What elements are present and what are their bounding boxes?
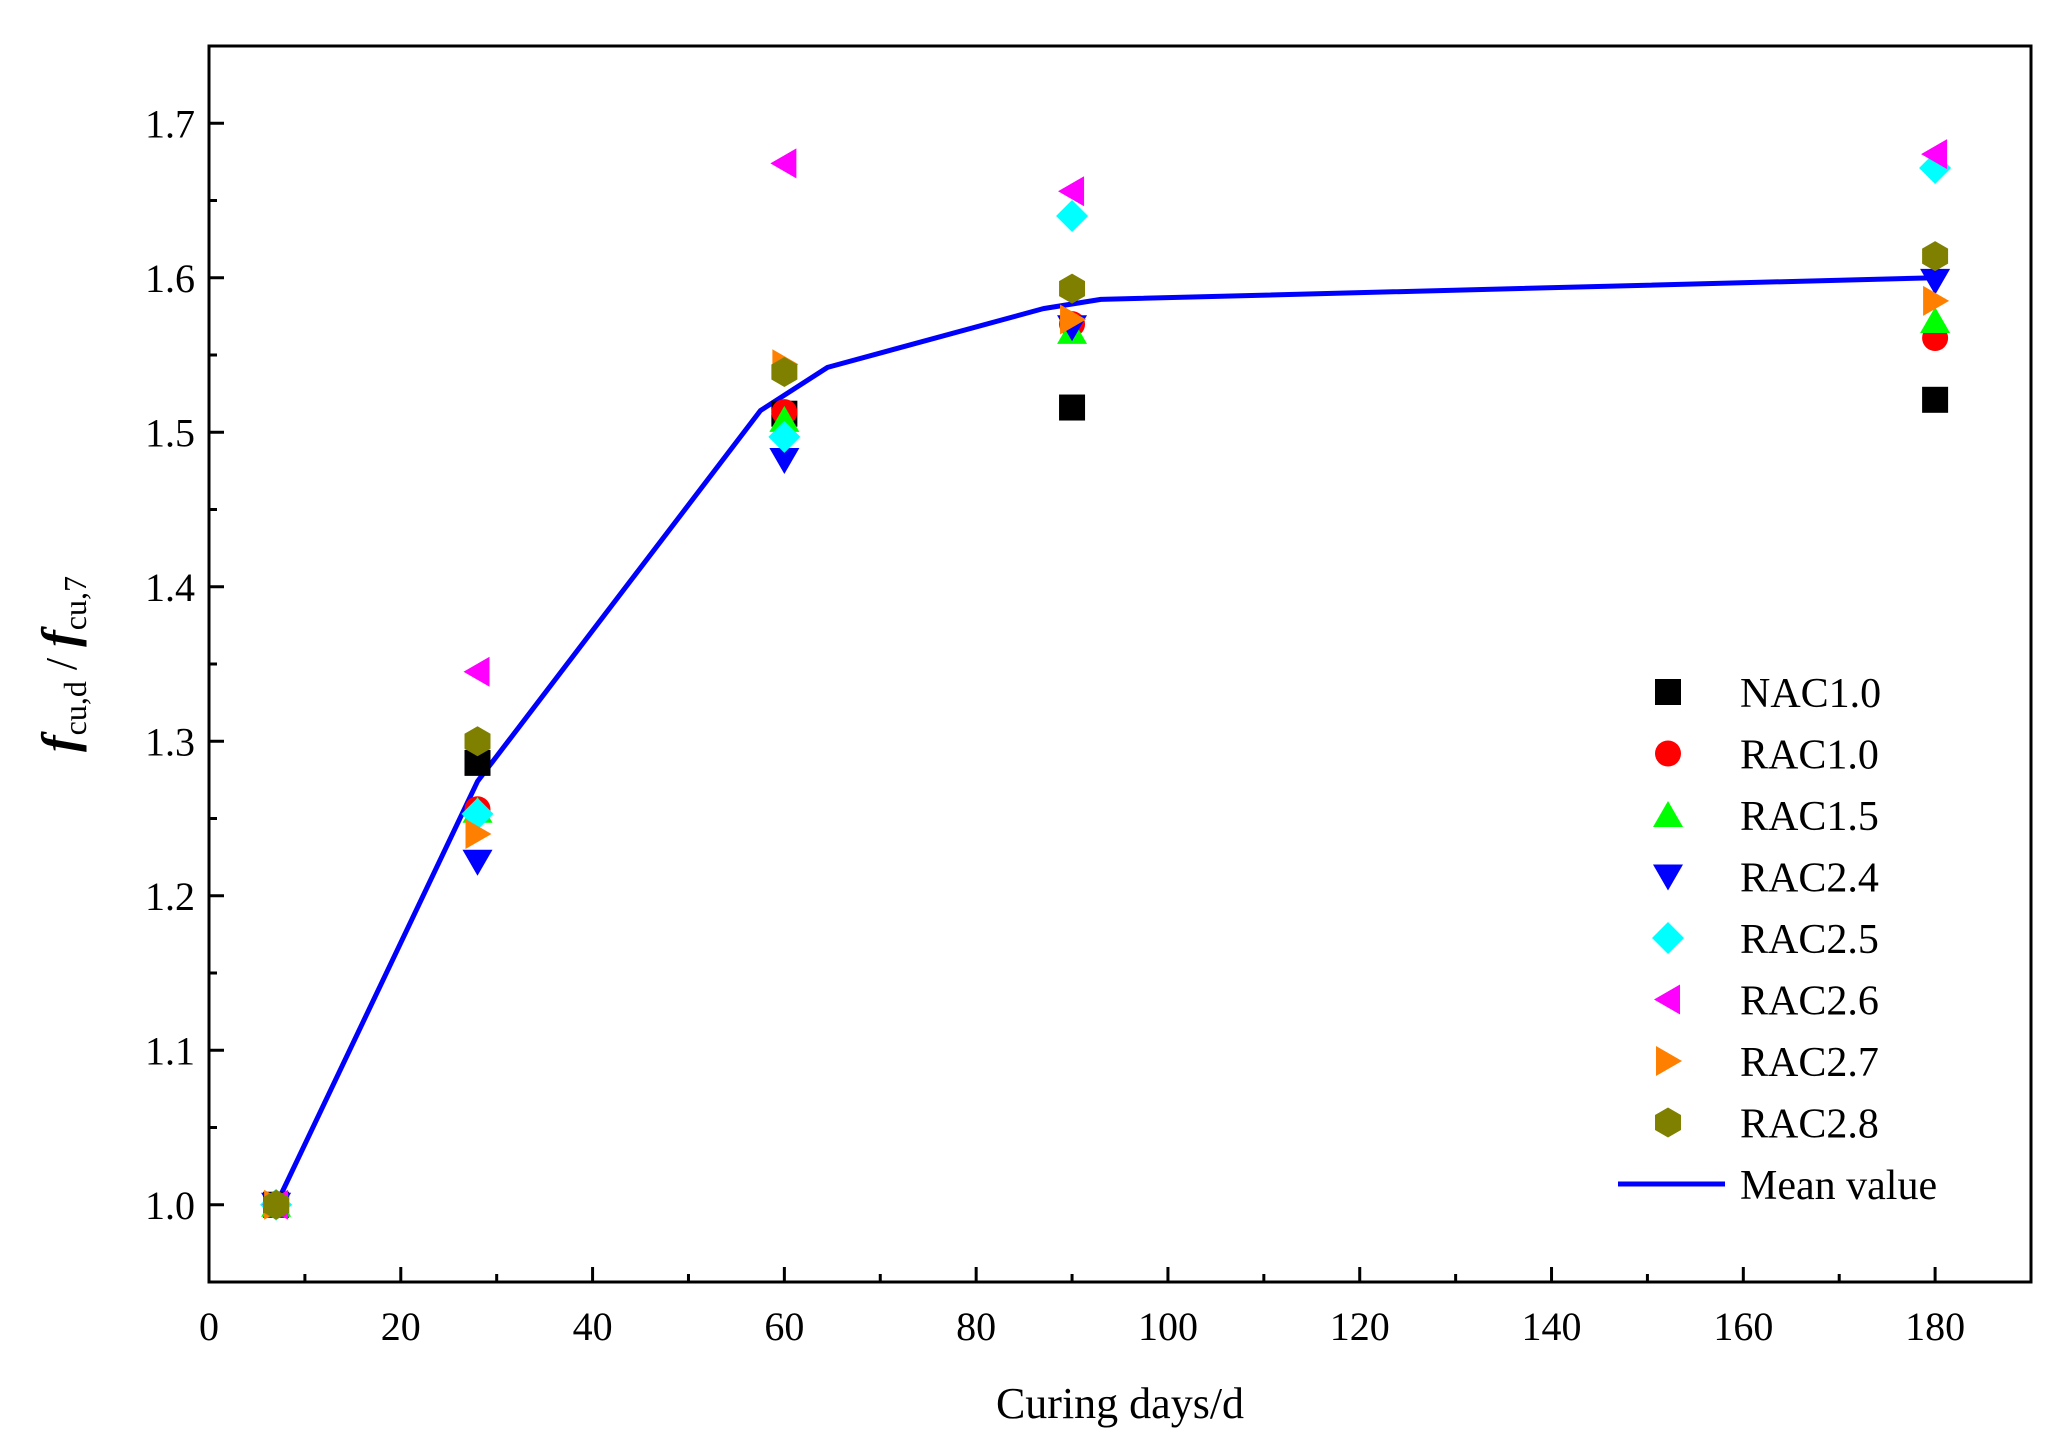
- x-axis-title: Curing days/d: [996, 1379, 1244, 1428]
- data-point: [769, 405, 800, 432]
- data-point: [1922, 386, 1949, 413]
- legend-item: RAC2.8: [1655, 1102, 1879, 1148]
- y-tick-label: 1.0: [145, 1183, 195, 1228]
- data-point: [1060, 304, 1087, 335]
- data-point: [1058, 176, 1085, 207]
- x-tick-label: 100: [1138, 1304, 1198, 1349]
- data-markers: [260, 139, 1952, 1221]
- legend-label: RAC1.0: [1740, 733, 1879, 779]
- legend: NAC1.0 RAC1.0 RAC1.5 RAC2.4 RAC2.5 RAC2.6 RAC2…: [1618, 671, 1937, 1209]
- data-point: [464, 726, 491, 757]
- mean-value-line: [273, 275, 1936, 1206]
- x-tick-label: 160: [1713, 1304, 1773, 1349]
- x-tick-label: 20: [381, 1304, 421, 1349]
- y-tick-label: 1.5: [145, 410, 195, 455]
- legend-label: RAC1.5: [1740, 794, 1879, 840]
- legend-item: RAC2.4: [1653, 856, 1879, 902]
- data-point: [1922, 241, 1949, 272]
- y-axis-title-sub-denominator: cu,7: [57, 576, 93, 630]
- legend-label: Mean value: [1740, 1163, 1937, 1209]
- x-tick-label: 80: [956, 1304, 996, 1349]
- data-point: [770, 148, 797, 179]
- data-point: [1059, 273, 1086, 304]
- legend-label: NAC1.0: [1740, 671, 1881, 717]
- y-axis-title-sub-numerator: cu,d: [57, 681, 93, 735]
- x-tick-label: 140: [1522, 1304, 1582, 1349]
- data-point: [465, 818, 492, 849]
- data-point: [769, 448, 800, 475]
- legend-symbol: [1655, 740, 1681, 767]
- y-axis-ticks: 1.0 1.1 1.2 1.3 1.4 1.5 1.6 1.7: [145, 101, 224, 1228]
- data-point: [1920, 268, 1951, 295]
- legend-item: RAC2.5: [1652, 917, 1879, 963]
- x-tick-label: 0: [199, 1304, 219, 1349]
- data-point: [771, 356, 798, 387]
- legend-item: RAC2.6: [1654, 979, 1879, 1025]
- x-tick-label: 180: [1905, 1304, 1965, 1349]
- y-tick-label: 1.4: [145, 565, 195, 610]
- data-point: [1920, 307, 1951, 334]
- y-tick-label: 1.2: [145, 874, 195, 919]
- series-rac2-8: [263, 241, 1949, 1220]
- data-point: [462, 849, 493, 876]
- x-tick-label: 120: [1330, 1304, 1390, 1349]
- y-tick-label: 1.7: [145, 101, 195, 146]
- x-tick-label: 40: [573, 1304, 613, 1349]
- legend-item: RAC1.5: [1653, 794, 1879, 840]
- legend-label: RAC2.6: [1740, 979, 1879, 1025]
- data-point: [1921, 139, 1948, 170]
- data-point: [768, 420, 801, 453]
- legend-symbol: [1656, 1046, 1682, 1076]
- y-axis-title-f-denominator: f: [31, 626, 87, 647]
- legend-symbol: [1652, 922, 1684, 954]
- legend-label: RAC2.5: [1740, 917, 1879, 963]
- legend-symbol: [1653, 864, 1683, 891]
- y-tick-label: 1.1: [145, 1028, 195, 1073]
- mean-line-layer: [273, 275, 1936, 1206]
- legend-label: RAC2.4: [1740, 856, 1879, 902]
- legend-symbol: [1654, 984, 1680, 1015]
- legend-item: RAC2.7: [1656, 1040, 1879, 1086]
- data-point: [1923, 285, 1950, 316]
- y-tick-label: 1.6: [145, 256, 195, 301]
- legend-label: RAC2.8: [1740, 1102, 1879, 1148]
- y-axis-title-separator: /: [37, 647, 86, 681]
- legend-item-mean: Mean value: [1618, 1163, 1937, 1209]
- data-point: [263, 1189, 290, 1220]
- x-axis-ticks: 0 20 40 60 80 100 120 140 160 180: [199, 1267, 1965, 1349]
- y-axis-title: fcu,d / fcu,7: [31, 576, 93, 752]
- data-point: [1056, 199, 1089, 232]
- y-axis-title-f-numerator: f: [31, 731, 87, 752]
- legend-item: RAC1.0: [1655, 733, 1879, 779]
- y-tick-label: 1.3: [145, 719, 195, 764]
- legend-symbol: [1653, 801, 1683, 827]
- data-point: [1059, 394, 1086, 421]
- legend-label: RAC2.7: [1740, 1040, 1879, 1086]
- data-point: [463, 656, 490, 687]
- x-tick-label: 60: [764, 1304, 804, 1349]
- legend-item: NAC1.0: [1655, 671, 1881, 717]
- legend-symbol: [1655, 1107, 1681, 1138]
- legend-symbol: [1655, 679, 1681, 705]
